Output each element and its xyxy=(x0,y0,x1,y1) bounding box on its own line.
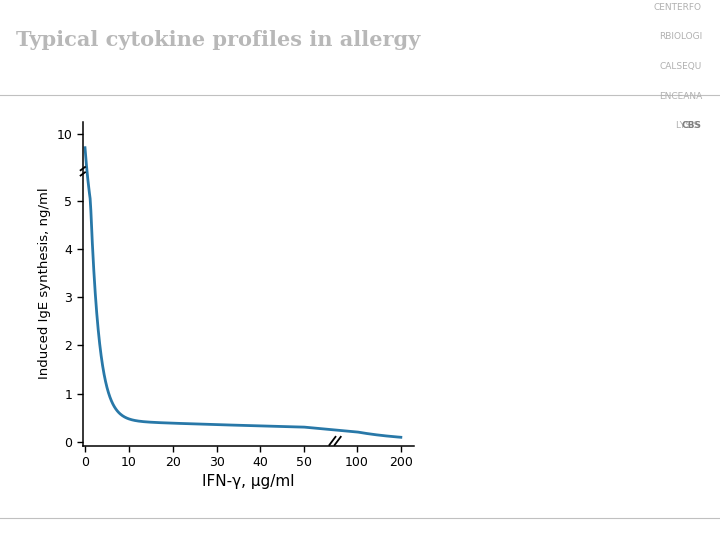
Text: Typical cytokine profiles in allergy: Typical cytokine profiles in allergy xyxy=(16,30,420,51)
Text: CALSEQU: CALSEQU xyxy=(660,62,702,71)
Text: LYSIS: LYSIS xyxy=(676,122,702,131)
Text: ENCEANA: ENCEANA xyxy=(659,92,702,101)
X-axis label: IFN-γ, μg/ml: IFN-γ, μg/ml xyxy=(202,475,294,489)
Text: RBIOLOGI: RBIOLOGI xyxy=(659,32,702,42)
Y-axis label: Induced IgE synthesis, ng/ml: Induced IgE synthesis, ng/ml xyxy=(38,188,51,379)
Text: CENTERFO: CENTERFO xyxy=(654,3,702,12)
Text: CBS: CBS xyxy=(682,122,702,131)
